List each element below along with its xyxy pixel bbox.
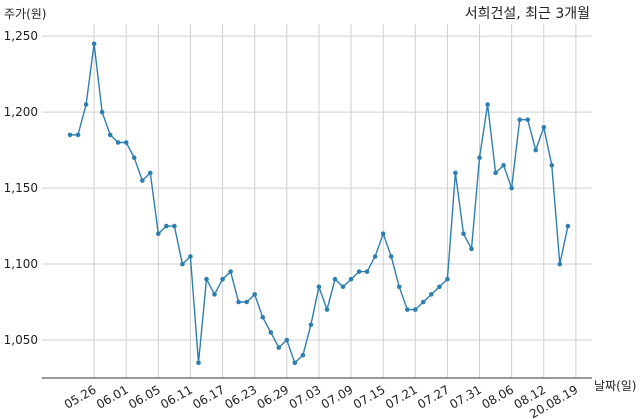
data-point bbox=[445, 276, 450, 282]
data-point bbox=[541, 125, 547, 130]
data-point bbox=[477, 155, 482, 160]
data-point bbox=[380, 231, 386, 236]
data-point bbox=[148, 170, 153, 176]
data-point bbox=[405, 307, 410, 312]
data-point bbox=[252, 292, 257, 297]
data-point bbox=[220, 276, 225, 282]
data-point bbox=[396, 284, 402, 290]
x-tick-label: 06.11 bbox=[158, 382, 195, 411]
data-point bbox=[172, 223, 177, 229]
data-point bbox=[140, 178, 145, 183]
data-point bbox=[525, 117, 530, 122]
data-point bbox=[91, 41, 97, 47]
x-tick-label: 06.29 bbox=[255, 382, 292, 411]
data-point bbox=[228, 269, 233, 274]
data-point bbox=[437, 284, 442, 290]
data-point bbox=[348, 276, 354, 282]
data-point bbox=[501, 163, 506, 168]
data-point bbox=[413, 307, 418, 312]
y-axis-label: 주가(원) bbox=[4, 7, 46, 21]
x-tick-label: 06.05 bbox=[126, 382, 163, 411]
y-tick-label: 1,150 bbox=[4, 181, 38, 195]
x-tick-label: 06.23 bbox=[222, 382, 259, 411]
data-point bbox=[276, 345, 282, 350]
data-point bbox=[99, 109, 105, 115]
x-tick-label: 07.21 bbox=[383, 382, 420, 411]
data-point bbox=[493, 170, 498, 176]
data-point bbox=[260, 314, 266, 320]
data-point bbox=[429, 292, 434, 297]
data-point bbox=[188, 254, 193, 259]
y-tick-label: 1,050 bbox=[4, 333, 38, 347]
x-tick-label: 06.17 bbox=[190, 382, 227, 411]
x-tick-labels: 05.2606.0106.0506.1106.1706.2306.2907.03… bbox=[62, 382, 581, 419]
data-point bbox=[517, 117, 522, 122]
data-point bbox=[268, 330, 274, 335]
data-point bbox=[180, 261, 185, 267]
data-point bbox=[107, 132, 113, 138]
data-point bbox=[123, 140, 129, 145]
x-tick-label: 07.03 bbox=[287, 382, 324, 411]
data-point bbox=[356, 269, 362, 274]
data-point bbox=[75, 132, 81, 138]
data-point bbox=[509, 185, 514, 191]
data-point bbox=[196, 360, 201, 366]
data-point bbox=[131, 155, 137, 160]
data-point bbox=[316, 284, 322, 290]
data-point bbox=[212, 292, 217, 297]
data-point bbox=[332, 276, 338, 282]
data-point bbox=[284, 337, 290, 343]
y-tick-label: 1,100 bbox=[4, 257, 38, 271]
data-point bbox=[421, 299, 426, 305]
data-point bbox=[204, 276, 209, 282]
y-tick-labels: 1,050 1,100 1,150 1,200 1,250 bbox=[4, 29, 38, 347]
data-point bbox=[324, 307, 330, 312]
data-point bbox=[388, 254, 394, 259]
data-point bbox=[300, 352, 306, 358]
x-axis-label: 날짜(일) bbox=[594, 379, 636, 393]
data-point bbox=[364, 269, 370, 274]
data-point bbox=[461, 231, 466, 236]
data-point bbox=[485, 102, 490, 107]
x-tick-label: 07.09 bbox=[319, 382, 356, 411]
data-point bbox=[292, 360, 298, 366]
data-point bbox=[372, 254, 378, 259]
x-tick-label: 07.31 bbox=[447, 382, 484, 411]
data-point bbox=[549, 163, 555, 168]
data-point bbox=[469, 246, 474, 252]
data-point bbox=[533, 147, 538, 153]
y-tick-label: 1,200 bbox=[4, 105, 38, 119]
data-point bbox=[557, 261, 563, 267]
x-tick-label: 07.27 bbox=[415, 382, 452, 411]
data-point bbox=[83, 102, 89, 107]
x-tick-label: 06.01 bbox=[94, 382, 131, 411]
data-point bbox=[115, 140, 121, 145]
data-point bbox=[453, 170, 458, 176]
x-tick-label: 08.06 bbox=[479, 382, 516, 411]
x-tick-label: 07.15 bbox=[351, 382, 388, 411]
data-point bbox=[308, 322, 314, 328]
grid bbox=[42, 24, 592, 378]
data-point bbox=[244, 299, 249, 305]
data-point bbox=[565, 223, 571, 229]
data-point bbox=[340, 284, 346, 290]
data-point bbox=[156, 231, 161, 236]
y-tick-label: 1,250 bbox=[4, 29, 38, 43]
data-point bbox=[164, 223, 169, 229]
chart-title: 서희건설, 최근 3개월 bbox=[465, 6, 590, 22]
data-point bbox=[236, 299, 241, 305]
x-tick-label: 05.26 bbox=[62, 382, 99, 411]
series bbox=[67, 41, 571, 366]
data-point bbox=[67, 132, 73, 138]
